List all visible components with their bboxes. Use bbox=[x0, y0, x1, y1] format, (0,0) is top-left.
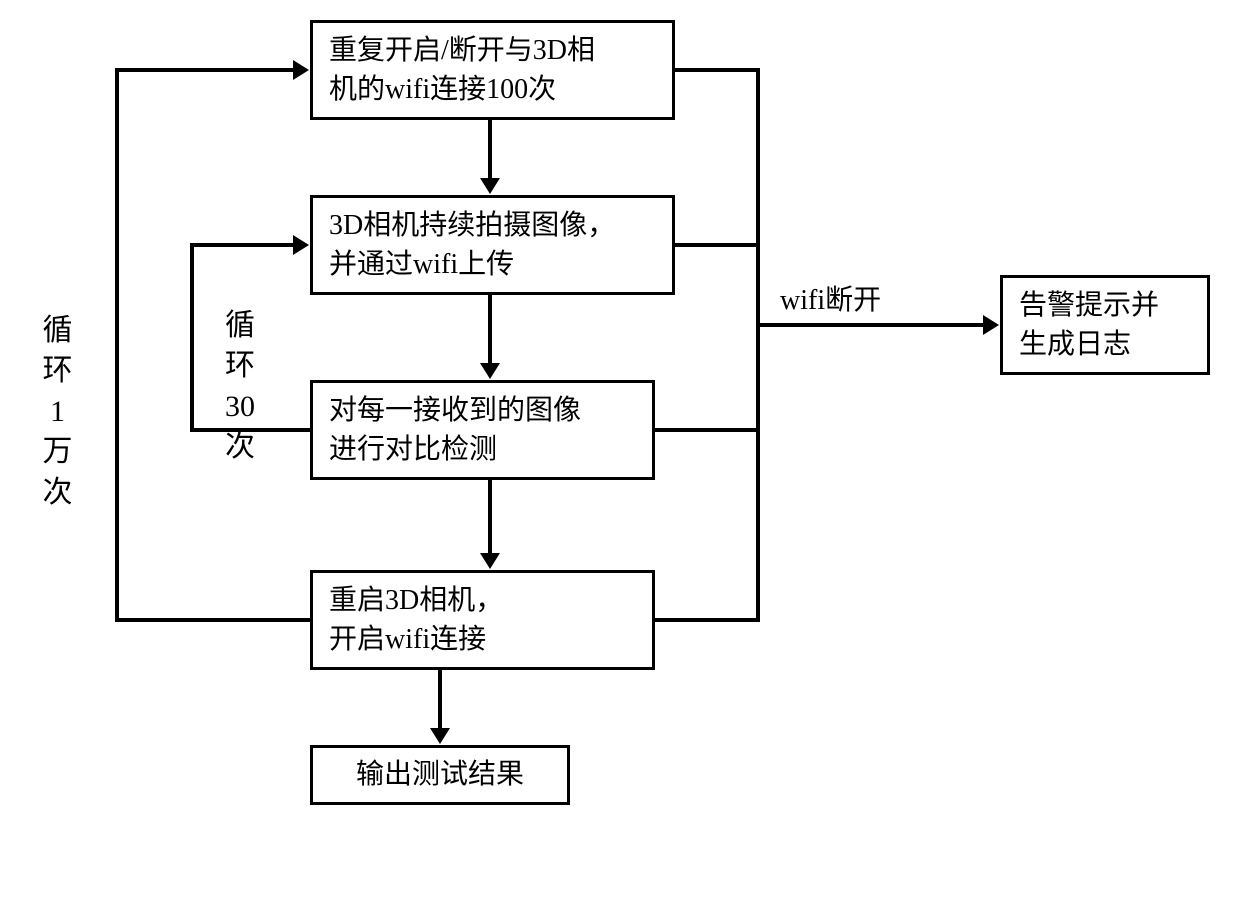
node-image-compare-text: 对每一接收到的图像 进行对比检测 bbox=[329, 391, 581, 469]
wifi-n1-stub bbox=[675, 68, 760, 72]
node-wifi-connect-test-text: 重复开启/断开与3D相 机的wifi连接100次 bbox=[329, 31, 595, 109]
node-output-result: 输出测试结果 bbox=[310, 745, 570, 805]
label-inner-loop: 循 环 30 次 bbox=[215, 265, 265, 468]
arrow-n1-n2-head bbox=[480, 178, 500, 194]
node-alarm-log-text: 告警提示并 生成日志 bbox=[1019, 286, 1159, 364]
label-outer-loop-text: 循 环 1 万 次 bbox=[43, 314, 73, 509]
wifi-to-n6-head bbox=[983, 315, 999, 335]
arrow-n2-n3-head bbox=[480, 363, 500, 379]
node-restart-camera-text: 重启3D相机， 开启wifi连接 bbox=[329, 581, 503, 659]
arrow-n3-n4-line bbox=[488, 480, 492, 555]
wifi-n3-stub bbox=[655, 428, 760, 432]
inner-loop-bottom bbox=[190, 428, 310, 432]
node-camera-capture-text: 3D相机持续拍摄图像， 并通过wifi上传 bbox=[329, 206, 615, 284]
wifi-collector-vertical bbox=[756, 68, 760, 622]
outer-loop-bottom bbox=[115, 618, 310, 622]
node-image-compare: 对每一接收到的图像 进行对比检测 bbox=[310, 380, 655, 480]
wifi-n2-stub bbox=[675, 243, 760, 247]
label-wifi-disconnect: wifi断开 bbox=[780, 283, 940, 319]
outer-loop-top bbox=[115, 68, 294, 72]
label-outer-loop: 循 环 1 万 次 bbox=[40, 270, 75, 513]
node-restart-camera: 重启3D相机， 开启wifi连接 bbox=[310, 570, 655, 670]
arrow-n4-n5-line bbox=[438, 670, 442, 730]
node-output-result-text: 输出测试结果 bbox=[356, 755, 524, 794]
inner-loop-head bbox=[293, 235, 309, 255]
arrow-n1-n2-line bbox=[488, 120, 492, 180]
label-inner-loop-text: 循 环 30 次 bbox=[225, 309, 255, 464]
arrow-n3-n4-head bbox=[480, 553, 500, 569]
node-alarm-log: 告警提示并 生成日志 bbox=[1000, 275, 1210, 375]
inner-loop-vertical bbox=[190, 243, 194, 432]
wifi-to-n6 bbox=[760, 323, 984, 327]
node-camera-capture: 3D相机持续拍摄图像， 并通过wifi上传 bbox=[310, 195, 675, 295]
outer-loop-vertical bbox=[115, 68, 119, 622]
node-wifi-connect-test: 重复开启/断开与3D相 机的wifi连接100次 bbox=[310, 20, 675, 120]
arrow-n2-n3-line bbox=[488, 295, 492, 365]
outer-loop-head bbox=[293, 60, 309, 80]
inner-loop-top bbox=[190, 243, 294, 247]
wifi-n4-stub bbox=[655, 618, 760, 622]
arrow-n4-n5-head bbox=[430, 728, 450, 744]
label-wifi-disconnect-text: wifi断开 bbox=[780, 285, 881, 316]
